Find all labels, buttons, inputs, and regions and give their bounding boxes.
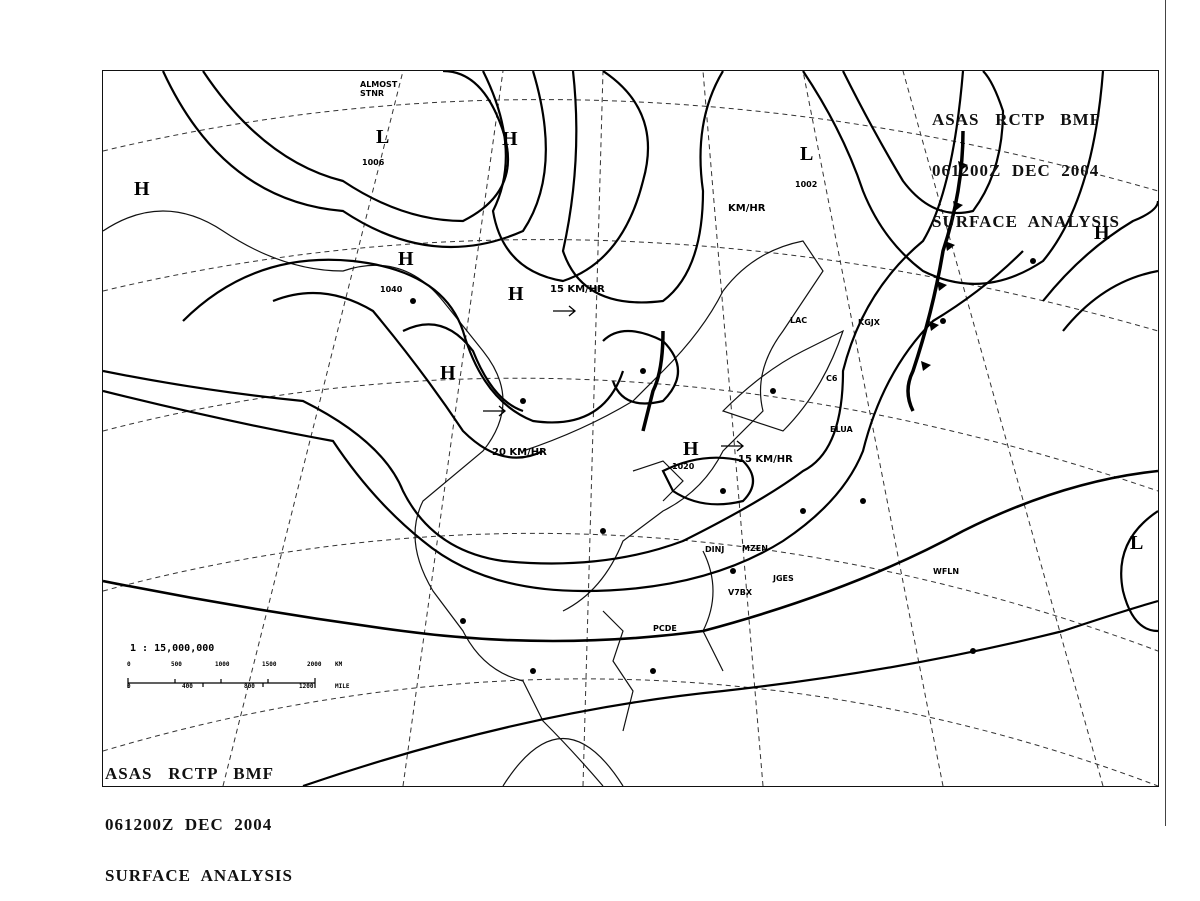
isobar-label: 1006	[362, 158, 385, 167]
high-pressure-label: H	[508, 283, 524, 305]
high-pressure-label: H	[683, 438, 699, 460]
high-pressure-label: H	[1094, 222, 1110, 244]
station-label: MZEN	[742, 544, 768, 553]
station-label: C6	[826, 374, 838, 383]
station-label: ELUA	[830, 425, 853, 434]
title-line: 061200Z DEC 2004	[105, 815, 273, 834]
low-pressure-label: L	[800, 143, 814, 165]
title-line: ASAS RCTP BMF	[932, 110, 1102, 129]
motion-label: 15 KM/HR	[550, 284, 605, 295]
high-pressure-label: H	[502, 128, 518, 150]
map-graphics	[103, 71, 1158, 786]
coastlines	[103, 210, 845, 786]
title-block-bottom: ASAS RCTP BMF 061200Z DEC 2004 SURFACE A…	[105, 731, 293, 901]
title-line: ASAS RCTP BMF	[105, 764, 275, 783]
low-pressure-label: L	[376, 126, 390, 148]
page-edge-line	[1165, 0, 1166, 826]
surface-analysis-map	[102, 70, 1159, 787]
motion-label: 20 KM/HR	[492, 447, 547, 458]
station-label: JGES	[773, 574, 794, 583]
front-symbols	[921, 161, 968, 371]
station-label: WFLN	[933, 567, 960, 576]
scale-ratio: 1 : 15,000,000	[130, 643, 215, 654]
isobar-label: 1002	[795, 180, 818, 189]
isobar-label: 1040	[380, 285, 403, 294]
title-block-top: ASAS RCTP BMF 061200Z DEC 2004 SURFACE A…	[932, 77, 1120, 247]
motion-label: KM/HR	[728, 203, 766, 214]
title-line: SURFACE ANALYSIS	[105, 866, 293, 885]
fronts	[641, 130, 965, 432]
scale-legend: 1 : 15,000,000 0 500 1000 1500 2000 KM 0…	[127, 643, 350, 690]
scale-bar	[127, 678, 316, 688]
station-label: KGJX	[858, 318, 880, 327]
stationary-note: ALMOST STNR	[360, 80, 398, 98]
station-label: LAC	[790, 316, 808, 325]
isobar-label: 1020	[672, 462, 695, 471]
motion-arrows	[483, 305, 745, 452]
high-pressure-label: H	[398, 248, 414, 270]
motion-label: 15 KM/HR	[738, 454, 793, 465]
title-line: 061200Z DEC 2004	[932, 161, 1100, 180]
isobars	[103, 71, 1158, 786]
station-label: DINJ	[705, 545, 725, 554]
station-label: V7BX	[728, 588, 753, 597]
station-label: PCDE	[653, 624, 677, 633]
high-pressure-label: H	[134, 178, 150, 200]
low-pressure-label: L	[1130, 532, 1144, 554]
station-markers	[410, 258, 1036, 674]
title-line: SURFACE ANALYSIS	[932, 212, 1120, 231]
high-pressure-label: H	[440, 362, 456, 384]
